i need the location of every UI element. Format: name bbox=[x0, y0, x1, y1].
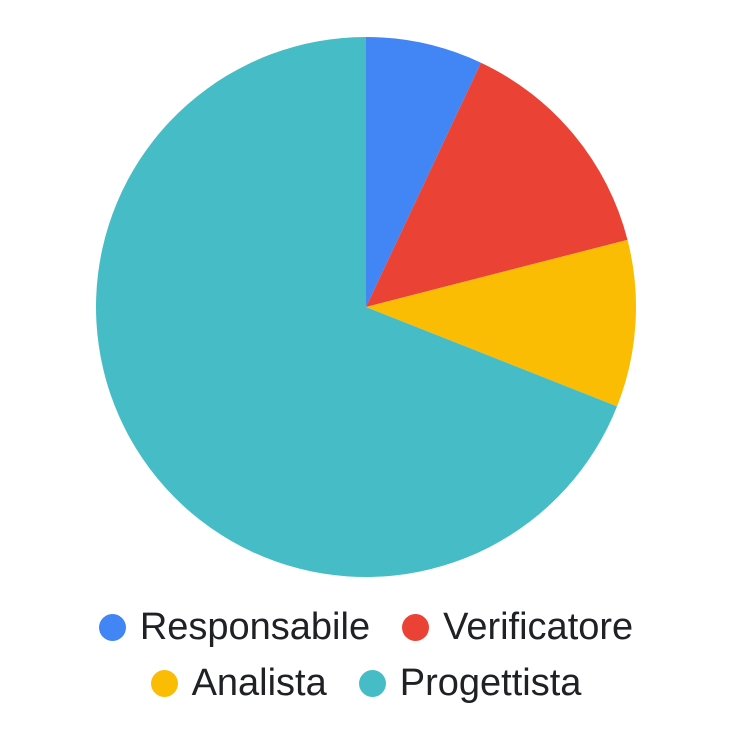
legend-label-responsabile: Responsabile bbox=[139, 606, 371, 648]
pie-slices bbox=[95, 37, 637, 577]
legend-marker-responsabile bbox=[98, 613, 126, 641]
legend-item-progettista: Progettista bbox=[358, 660, 582, 706]
pie-slice-progettista bbox=[95, 37, 618, 577]
legend-label-progettista: Progettista bbox=[399, 662, 582, 704]
pie-slice-responsabile bbox=[366, 37, 481, 307]
pie-slice-verificatore bbox=[366, 62, 628, 308]
pie-chart bbox=[95, 37, 637, 577]
legend-marker-progettista bbox=[358, 669, 386, 697]
pie-slice-analista bbox=[366, 239, 637, 407]
legend-item-analista: Analista bbox=[150, 660, 327, 706]
legend-label-analista: Analista bbox=[191, 662, 327, 704]
legend-item-verificatore: Verificatore bbox=[402, 604, 633, 650]
legend-item-responsabile: Responsabile bbox=[98, 604, 371, 650]
legend-row-1: Responsabile Verificatore bbox=[0, 604, 732, 650]
legend-marker-analista bbox=[150, 669, 178, 697]
legend-label-verificatore: Verificatore bbox=[443, 606, 634, 648]
legend-marker-verificatore bbox=[402, 613, 430, 641]
legend-row-2: Analista Progettista bbox=[0, 660, 732, 706]
